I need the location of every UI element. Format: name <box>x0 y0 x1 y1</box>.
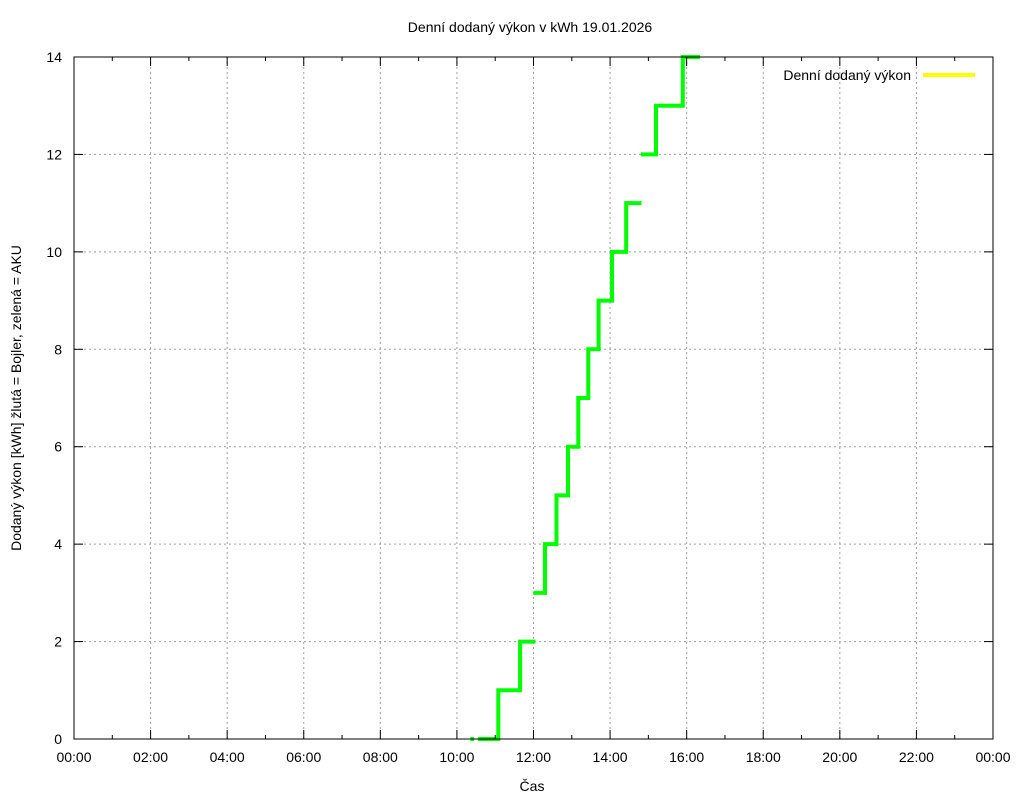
series-line-aku <box>533 201 642 595</box>
x-tick-label: 20:00 <box>822 749 857 765</box>
series-line-aku <box>640 55 701 157</box>
x-tick-label: 02:00 <box>133 749 168 765</box>
x-tick-label: 22:00 <box>899 749 934 765</box>
x-tick-label: 10:00 <box>439 749 474 765</box>
y-tick-labels: 0 2 4 6 8 10 12 14 <box>46 49 62 747</box>
x-tick-label: 06:00 <box>286 749 321 765</box>
x-tick-label: 00:00 <box>56 749 91 765</box>
legend: Denní dodaný výkon <box>783 67 975 83</box>
data-series <box>470 55 701 741</box>
x-tick-labels: 00:00 02:00 04:00 06:00 08:00 10:00 12:00 14:00… <box>56 749 1010 765</box>
x-tick-label: 08:00 <box>363 749 398 765</box>
x-tick-label: 16:00 <box>669 749 704 765</box>
x-tick-label: 14:00 <box>593 749 628 765</box>
x-tick-label: 04:00 <box>210 749 245 765</box>
y-tick-label: 6 <box>54 439 62 455</box>
chart-title: Denní dodaný výkon v kWh 19.01.2026 <box>408 19 653 35</box>
y-tick-label: 14 <box>46 49 62 65</box>
x-tick-label: 12:00 <box>516 749 551 765</box>
grid <box>74 57 993 739</box>
y-tick-label: 12 <box>46 146 62 162</box>
y-tick-label: 2 <box>54 634 62 650</box>
series-line-aku <box>478 639 536 741</box>
y-axis-label: Dodaný výkon [kWh] žlutá = Bojler, zelen… <box>8 245 24 551</box>
legend-label: Denní dodaný výkon <box>783 67 911 83</box>
y-tick-label: 0 <box>54 731 62 747</box>
y-tick-label: 4 <box>54 536 62 552</box>
x-tick-label: 00:00 <box>975 749 1010 765</box>
x-axis-label: Čas <box>520 778 545 794</box>
y-tick-label: 8 <box>54 341 62 357</box>
x-tick-label: 18:00 <box>746 749 781 765</box>
axis-ticks <box>73 56 994 740</box>
y-tick-label: 10 <box>46 244 62 260</box>
